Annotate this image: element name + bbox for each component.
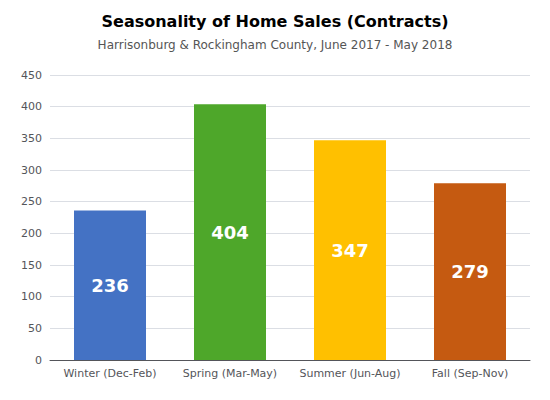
svg-text:347: 347 [331,240,369,261]
svg-text:300: 300 [21,164,42,177]
svg-text:Spring (Mar-May): Spring (Mar-May) [183,367,277,380]
svg-text:400: 400 [21,100,42,113]
svg-text:Fall (Sep-Nov): Fall (Sep-Nov) [432,367,508,380]
svg-text:Winter (Dec-Feb): Winter (Dec-Feb) [63,367,156,380]
svg-text:350: 350 [21,132,42,145]
svg-text:250: 250 [21,195,42,208]
svg-text:200: 200 [21,227,42,240]
svg-text:Summer (Jun-Aug): Summer (Jun-Aug) [299,367,400,380]
svg-text:236: 236 [91,275,129,296]
svg-text:Seasonality of Home Sales (Con: Seasonality of Home Sales (Contracts) [102,12,449,31]
svg-text:450: 450 [21,69,42,82]
svg-text:150: 150 [21,259,42,272]
svg-text:50: 50 [28,322,42,335]
svg-text:279: 279 [451,261,489,282]
svg-text:100: 100 [21,290,42,303]
svg-text:0: 0 [35,354,42,367]
svg-text:404: 404 [211,222,249,243]
svg-text:Harrisonburg & Rockingham Coun: Harrisonburg & Rockingham County, June 2… [98,38,453,52]
